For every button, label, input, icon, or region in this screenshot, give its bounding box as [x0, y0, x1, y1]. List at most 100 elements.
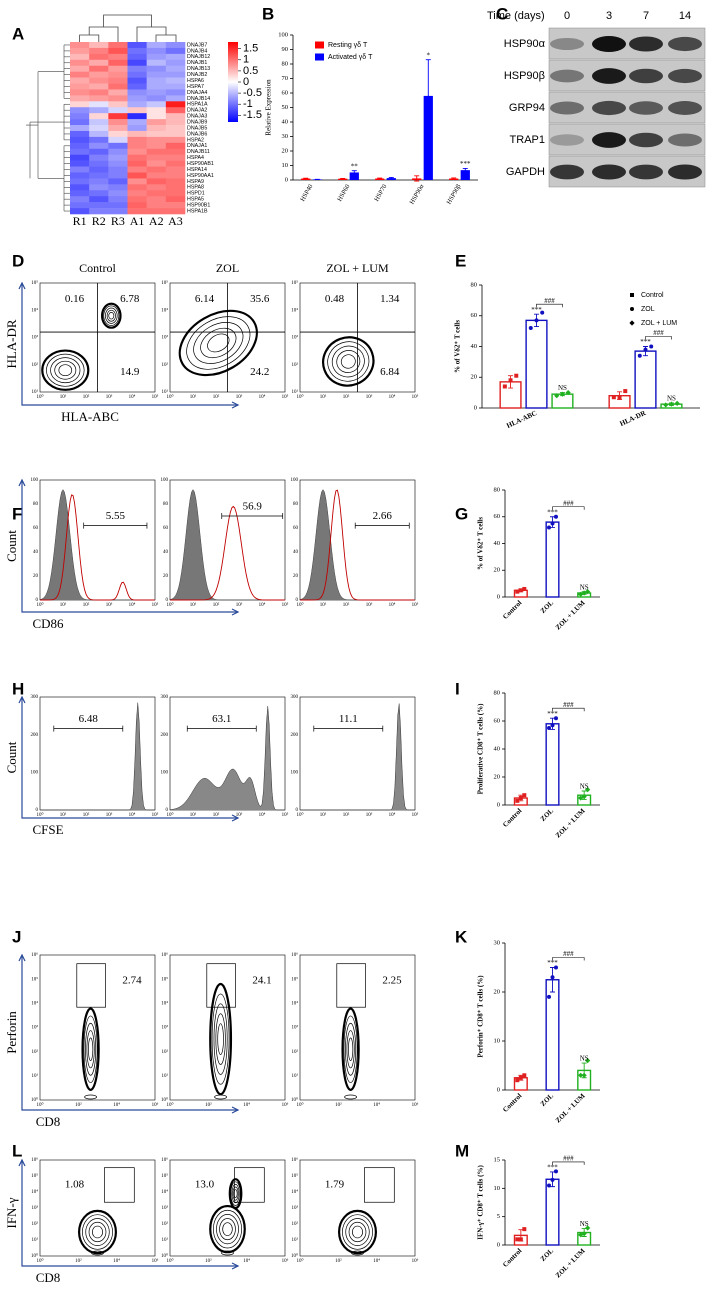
- data-point: [674, 400, 680, 406]
- comparison-label: ###: [653, 329, 664, 337]
- y-tick-label: 5: [497, 1213, 500, 1220]
- gate-value: 24.2: [250, 366, 269, 378]
- x-tick-label: 10⁴: [259, 812, 266, 818]
- y-tick-label: 10⁶: [31, 952, 38, 958]
- y-tick-label: 0: [497, 593, 500, 600]
- y-tick-label: 100: [291, 478, 299, 483]
- y-tick-label: 10⁵: [291, 976, 298, 982]
- row-label: HSPA5: [187, 197, 204, 203]
- heatmap-cell: [127, 59, 147, 67]
- plot-title: ZOL: [216, 261, 239, 275]
- y-tick-label: 20: [494, 988, 501, 995]
- x-tick-label: 10²: [83, 602, 90, 608]
- x-tick-label: 10³: [236, 602, 243, 608]
- gate-value: 6.78: [120, 293, 140, 305]
- x-tick-label: 10⁴: [113, 1102, 120, 1108]
- heatmap-cell: [108, 89, 128, 96]
- y-tick-label: 100: [31, 770, 39, 775]
- x-tick-label: 10⁵: [412, 394, 419, 400]
- contour: [322, 336, 375, 387]
- heatmap-cell: [89, 130, 109, 138]
- heatmap-cell: [108, 160, 128, 167]
- gate-value: 1.79: [325, 1178, 345, 1190]
- heatmap-cell: [89, 166, 109, 173]
- quadrant-gate: [40, 283, 155, 392]
- significance-label: *: [427, 51, 431, 59]
- data-point: [547, 525, 552, 530]
- blot-band: [629, 36, 663, 52]
- gate-value: 14.9: [120, 366, 140, 378]
- comparison-bracket: [552, 506, 585, 510]
- column-label: R3: [111, 214, 125, 228]
- heatmap-cell: [89, 196, 109, 203]
- data-point: [649, 344, 654, 349]
- heatmap-cell: [165, 77, 186, 84]
- heatmap-cell: [70, 166, 90, 173]
- panel-label: I: [455, 679, 460, 698]
- data-point: [663, 402, 669, 408]
- gate-value: 2.25: [382, 975, 402, 987]
- y-axis-label: % of Vδ2⁺ T cells: [477, 517, 485, 570]
- heatmap-cell: [146, 125, 167, 132]
- x-tick-label: 10²: [343, 812, 350, 818]
- significance-label: ***: [460, 160, 471, 168]
- contour: [345, 1218, 370, 1246]
- row-label: DNAJA2: [187, 108, 207, 114]
- y-tick-label: 10²: [32, 1221, 39, 1227]
- panel-label: F: [12, 504, 22, 523]
- heatmap-cell: [70, 95, 90, 102]
- y-tick-label: 200: [31, 733, 39, 738]
- bar: [349, 172, 359, 180]
- contour: [106, 309, 116, 322]
- x-tick-label: 10⁰: [166, 602, 173, 608]
- y-axis-label: HLA-DR: [4, 319, 19, 368]
- heatmap-cell: [146, 77, 167, 84]
- heatmap-cell: [89, 59, 109, 67]
- x-tick-label: 10⁴: [113, 1258, 120, 1264]
- heatmap-cell: [89, 142, 109, 150]
- colorbar-tick-label: 1: [243, 54, 249, 66]
- y-tick-label: 60: [471, 312, 478, 319]
- heatmap-cell: [127, 196, 147, 203]
- blot-band: [550, 37, 584, 51]
- data-point: [585, 1225, 591, 1231]
- heatmap-cell: [108, 130, 128, 138]
- row-label: DNAJB4: [187, 48, 207, 54]
- x-tick-label: 10³: [106, 812, 113, 818]
- x-tick-label: HSP90β: [446, 183, 463, 206]
- x-axis-label: CFSE: [32, 822, 63, 837]
- x-tick-label: ZOL + LUM: [554, 1247, 587, 1280]
- heatmap-cell: [127, 119, 147, 126]
- significance-label: NS: [580, 583, 589, 591]
- plot-title: Control: [79, 261, 116, 275]
- heatmap-cell: [165, 83, 186, 90]
- heatmap-cell: [146, 136, 167, 144]
- comparison-label: ###: [563, 701, 574, 709]
- blot-time: 7: [643, 10, 649, 22]
- contour: [178, 309, 258, 377]
- x-tick-label: 10⁶: [152, 1258, 159, 1264]
- blot-band: [668, 101, 702, 115]
- x-tick-label: 10⁴: [259, 602, 266, 608]
- y-tick-label: 0: [36, 598, 39, 603]
- heatmap-cell: [165, 166, 186, 173]
- heatmap-cell: [70, 59, 90, 67]
- x-tick-label: Control: [501, 807, 523, 829]
- heatmap-cell: [89, 172, 109, 179]
- heatmap-cell: [108, 71, 128, 78]
- row-label: HSPA6: [187, 78, 204, 84]
- heatmap-cell: [70, 184, 90, 191]
- colorbar-tick-label: -1.5: [243, 109, 262, 121]
- gate: [364, 1167, 395, 1203]
- panel-label: A: [12, 24, 24, 43]
- heatmap-cell: [89, 160, 109, 167]
- y-tick-label: 10⁴: [291, 307, 298, 313]
- y-tick-label: 40: [494, 745, 501, 752]
- x-tick-label: 10⁰: [296, 602, 303, 608]
- heatmap-cell: [70, 178, 90, 185]
- data-point: [581, 1072, 587, 1078]
- heatmap-cell: [127, 42, 147, 49]
- x-tick-label: 10⁰: [296, 394, 303, 400]
- y-tick-label: 10¹: [292, 389, 299, 395]
